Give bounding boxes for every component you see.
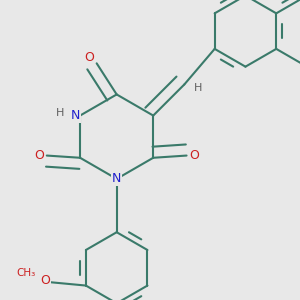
Text: H: H: [56, 108, 64, 118]
Text: N: N: [71, 109, 80, 122]
Text: CH₃: CH₃: [16, 268, 35, 278]
Text: O: O: [84, 51, 94, 64]
Text: O: O: [189, 149, 199, 162]
Text: O: O: [40, 274, 50, 286]
Text: H: H: [194, 83, 202, 93]
Text: N: N: [112, 172, 122, 185]
Text: O: O: [34, 149, 44, 162]
